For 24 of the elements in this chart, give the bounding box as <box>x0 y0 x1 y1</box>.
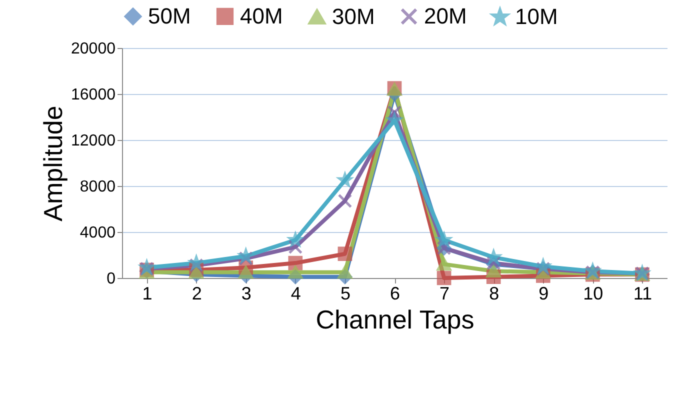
y-tick-label: 4000 <box>80 224 116 242</box>
y-tick-label: 16000 <box>71 86 116 104</box>
x-tick-label: 5 <box>340 284 350 304</box>
x-tick-label: 10 <box>583 284 604 304</box>
y-axis-title: Amplitude <box>38 106 68 222</box>
x-tick-label: 8 <box>489 284 500 304</box>
legend-label: 10M <box>515 4 558 30</box>
x-tick-label: 3 <box>241 284 252 304</box>
x-tick-label: 2 <box>192 284 202 304</box>
x-tick-label: 6 <box>390 284 400 304</box>
legend-label: 50M <box>148 3 191 28</box>
x-tick-label: 7 <box>440 284 450 304</box>
x-axis-title: Channel Taps <box>316 304 474 334</box>
y-tick-label: 20000 <box>71 40 116 58</box>
x-tick-label: 4 <box>290 284 301 304</box>
x-tick-label: 1 <box>142 284 152 304</box>
x-tick-label: 9 <box>538 284 549 304</box>
x-tick-label: 11 <box>633 284 652 304</box>
legend-label: 30M <box>332 4 375 29</box>
legend-label: 40M <box>240 3 283 28</box>
legend-label: 20M <box>424 3 467 28</box>
y-tick-label: 12000 <box>71 132 116 150</box>
y-tick-label: 8000 <box>80 178 116 196</box>
y-tick-label: 0 <box>106 270 116 288</box>
